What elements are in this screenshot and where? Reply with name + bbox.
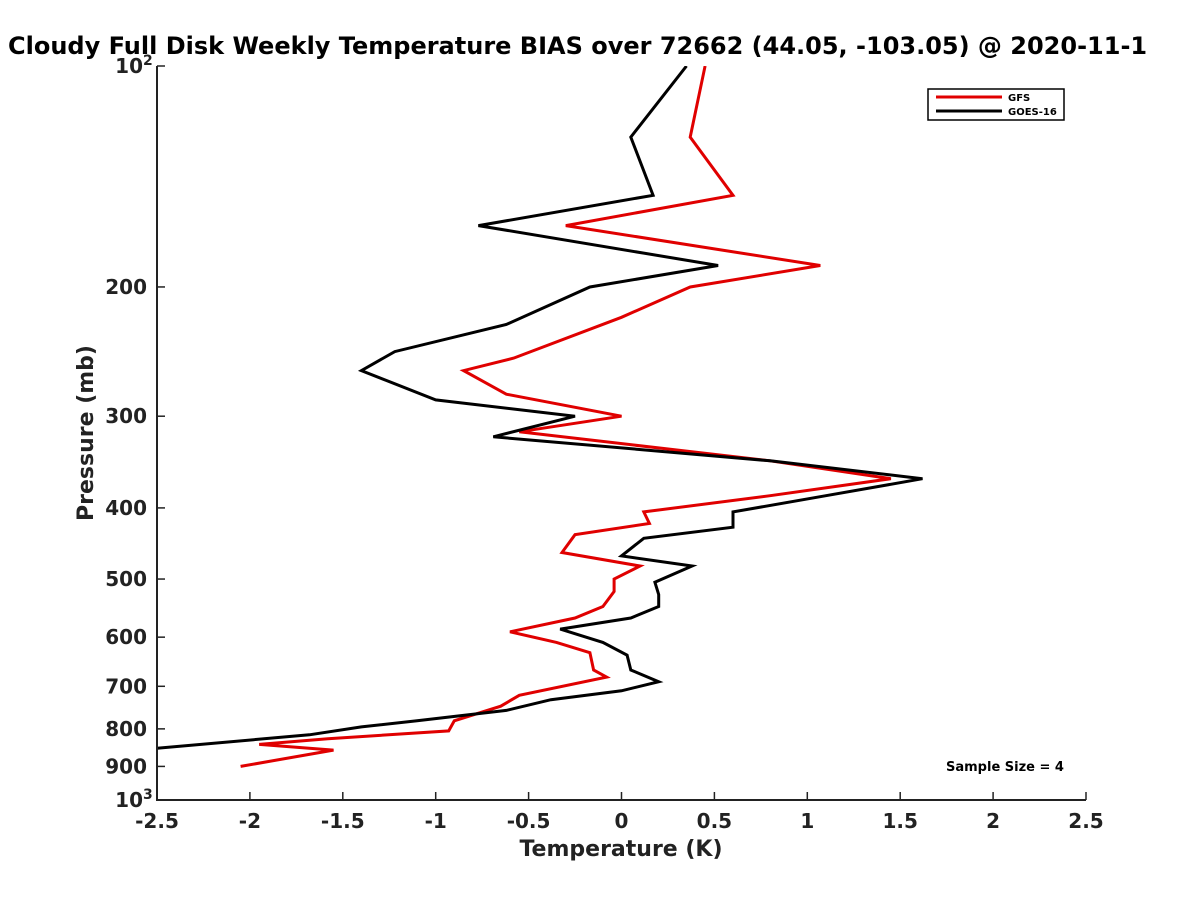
x-tick-label: -1 — [425, 809, 447, 833]
y-tick-label: 400 — [105, 496, 147, 520]
legend: GFS GOES-16 — [927, 88, 1065, 121]
x-tick-label: -2 — [239, 809, 261, 833]
x-tick-label: -1.5 — [321, 809, 365, 833]
legend-label-gfs: GFS — [1008, 93, 1030, 104]
chart-title: Cloudy Full Disk Weekly Temperature BIAS… — [8, 32, 1147, 60]
x-tick-label: 2 — [986, 809, 1000, 833]
x-tick-label: 0 — [615, 809, 629, 833]
series-line-gfs — [240, 66, 892, 768]
y-tick-label: 500 — [105, 567, 147, 591]
y-tick-exponent: 2 — [143, 53, 153, 69]
y-tick-label: 600 — [105, 625, 147, 649]
series-line-goes16 — [157, 66, 923, 750]
y-tick-exponent: 3 — [143, 787, 153, 803]
y-axis-label: Pressure (mb) — [74, 345, 99, 521]
y-tick-label: 900 — [105, 754, 147, 778]
x-tick-label: 0.5 — [697, 809, 732, 833]
sample-size-annotation: Sample Size = 4 — [946, 760, 1064, 775]
x-tick-label: -0.5 — [507, 809, 551, 833]
x-axis-label: Temperature (K) — [519, 837, 722, 862]
x-tick-label: 1 — [800, 809, 814, 833]
x-tick-label: -2.5 — [135, 809, 179, 833]
y-tick-label: 10 — [115, 788, 143, 812]
y-tick-label: 700 — [105, 674, 147, 698]
y-tick-label: 300 — [105, 404, 147, 428]
y-tick-label: 800 — [105, 717, 147, 741]
x-tick-label: 2.5 — [1068, 809, 1103, 833]
x-axis-ticks: -2.5 -2 -1.5 -1 -0.5 0 0.5 1 1.5 2 2.5 — [135, 792, 1104, 833]
y-tick-label: 10 — [115, 54, 143, 78]
legend-label-goes16: GOES-16 — [1008, 107, 1057, 118]
series-layer — [157, 66, 923, 768]
y-tick-label: 200 — [105, 275, 147, 299]
legend-box — [927, 88, 1065, 121]
axes-frame — [156, 66, 1086, 801]
x-tick-label: 1.5 — [882, 809, 917, 833]
